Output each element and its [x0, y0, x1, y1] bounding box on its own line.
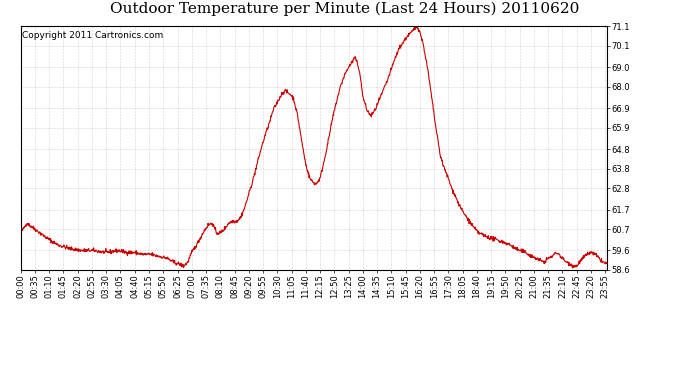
Text: Outdoor Temperature per Minute (Last 24 Hours) 20110620: Outdoor Temperature per Minute (Last 24 … [110, 2, 580, 16]
Text: Copyright 2011 Cartronics.com: Copyright 2011 Cartronics.com [22, 31, 163, 40]
